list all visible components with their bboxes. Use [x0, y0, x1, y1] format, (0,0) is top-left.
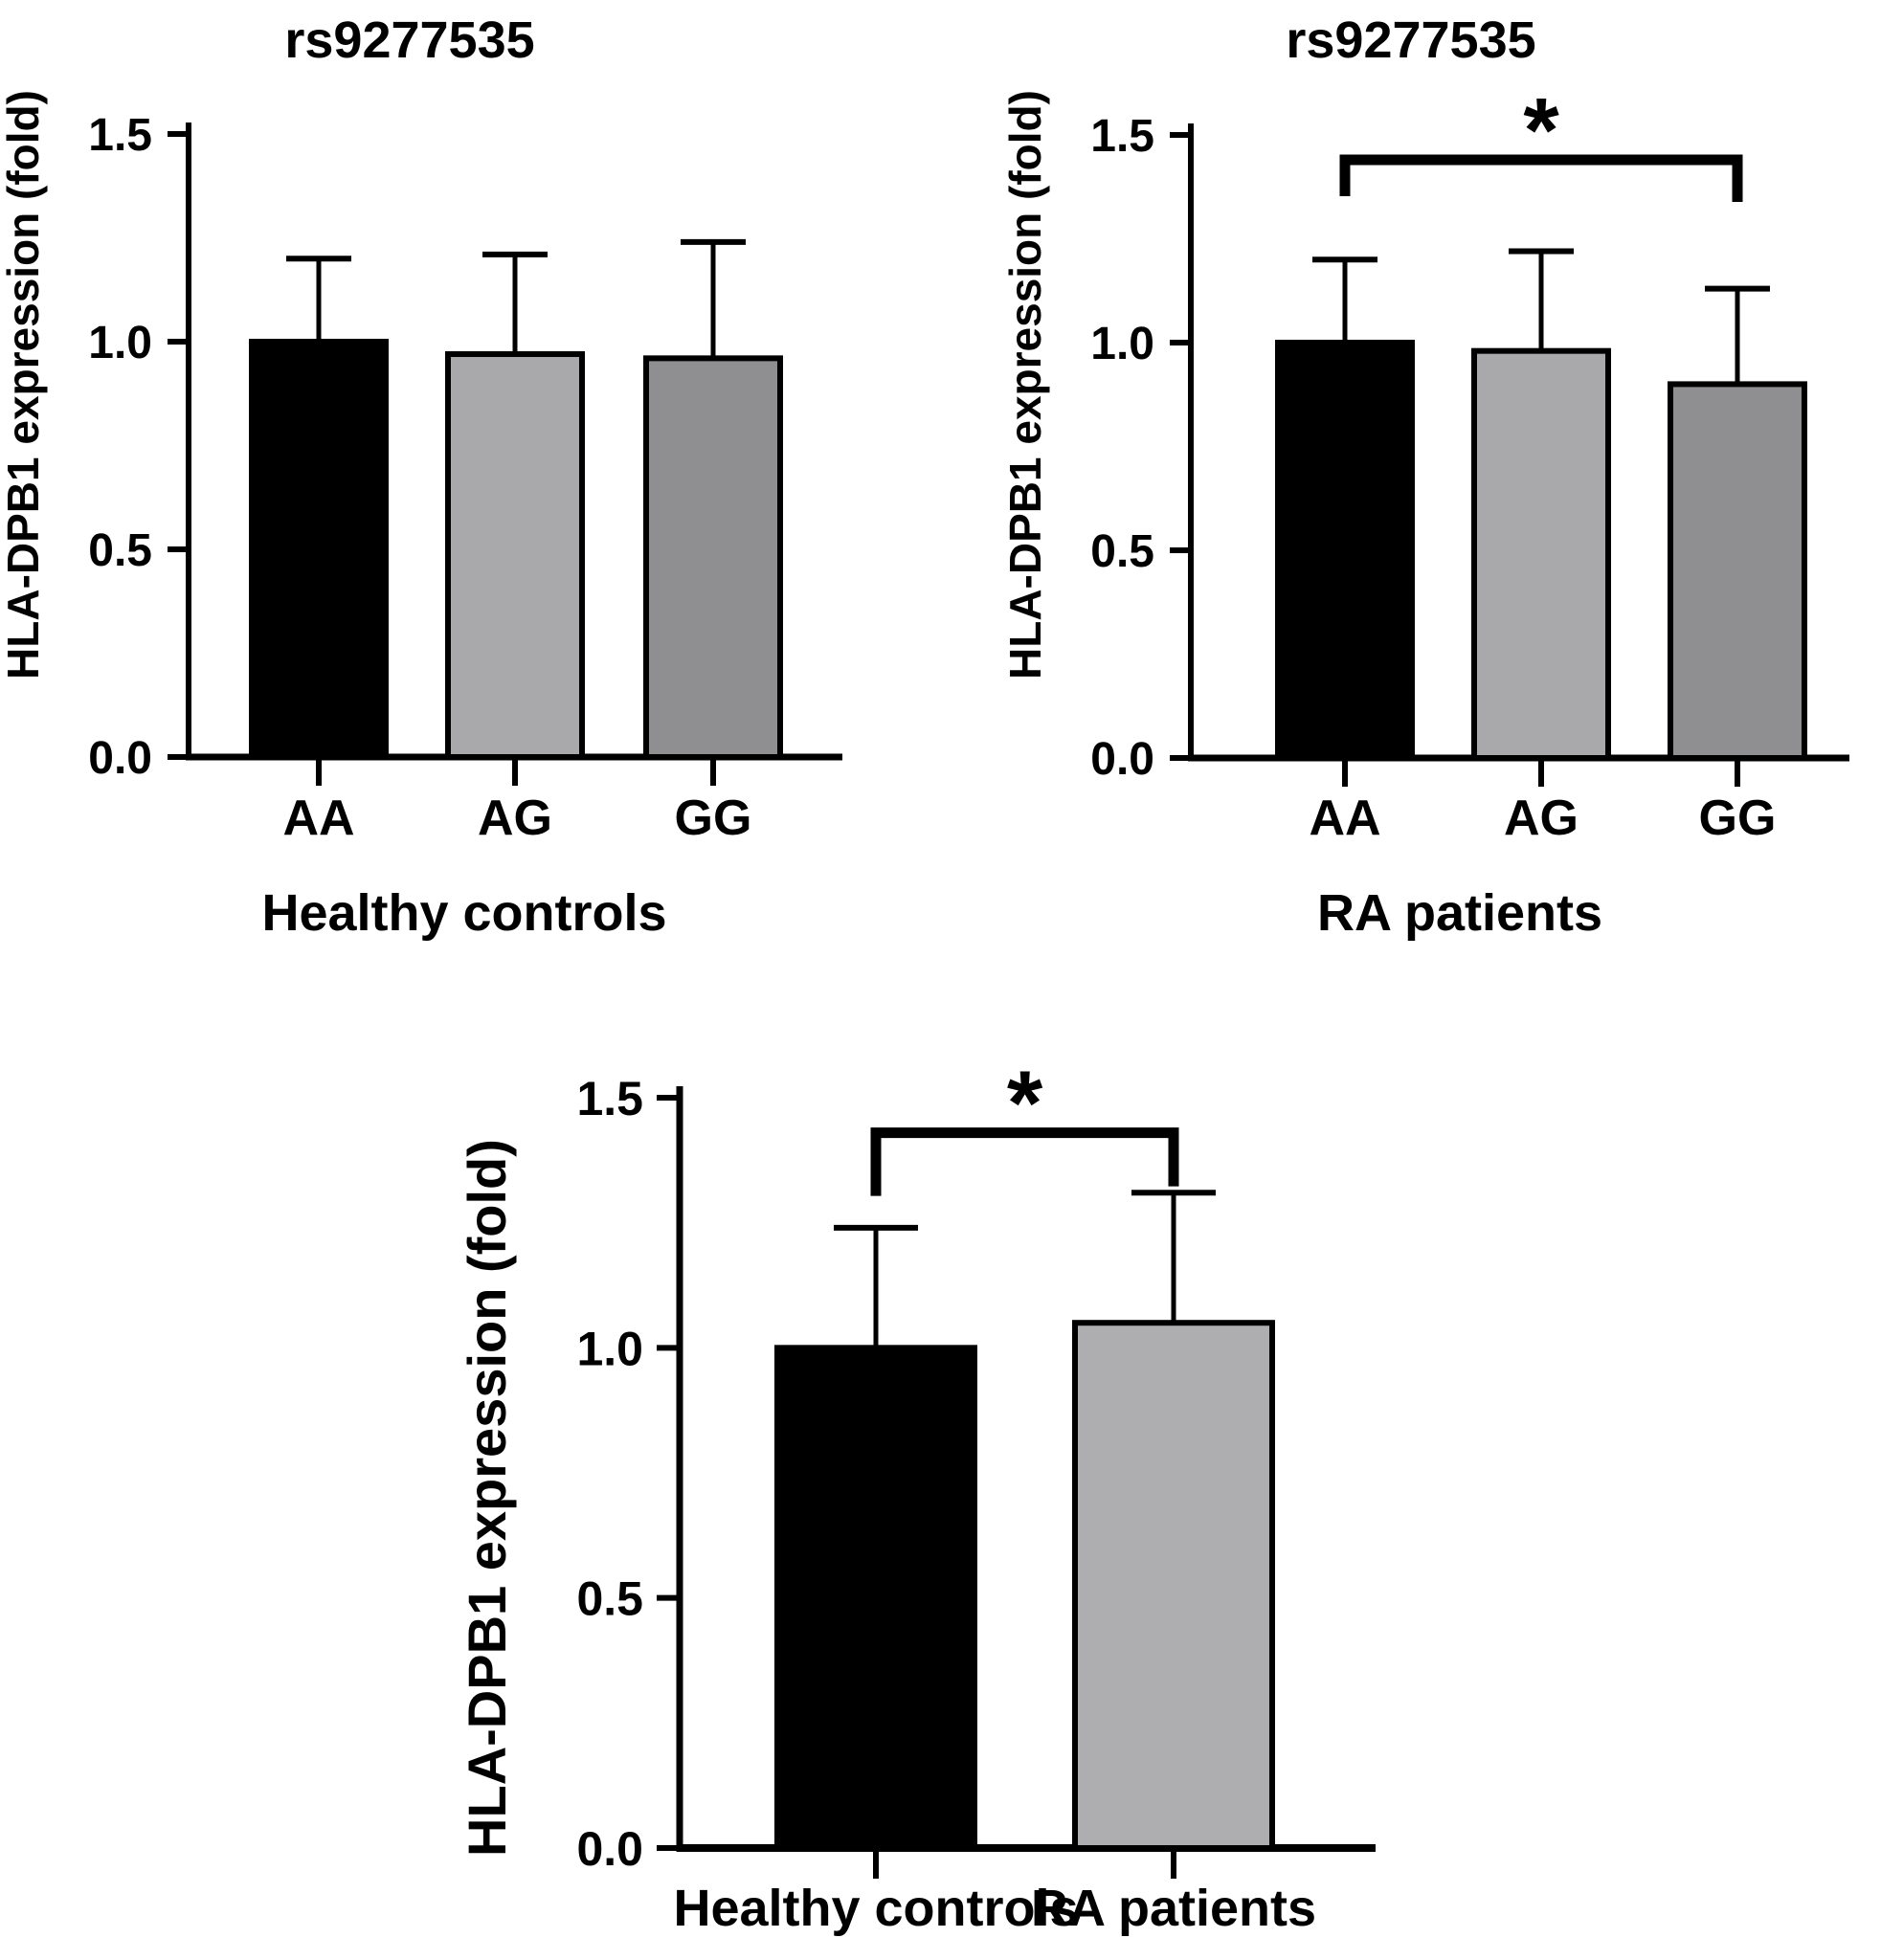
chart-healthy-controls: 0.0 0.5 1.0 1.5 AA AG GG rs9277535 HLA-DPB1 expr… — [0, 11, 842, 942]
y-tick-label: 0.0 — [88, 733, 152, 784]
bar-gg — [1668, 381, 1807, 761]
y-tick-label: 1.0 — [88, 318, 152, 368]
category-label: AA — [282, 791, 354, 846]
category-label: AG — [478, 791, 552, 846]
bar-ag — [445, 351, 585, 760]
bar-ra-patients — [1072, 1320, 1275, 1851]
y-tick-label: 1.0 — [576, 1322, 643, 1375]
significance-star: * — [1523, 79, 1559, 182]
y-tick-label: 0.5 — [88, 525, 152, 576]
y-tick-label: 0.5 — [1090, 526, 1154, 577]
significance-star: * — [1007, 1053, 1043, 1155]
y-axis-label: HLA-DPB1 expression (fold) — [1000, 90, 1050, 679]
category-label: GG — [675, 791, 752, 846]
y-tick-label: 0.0 — [576, 1822, 643, 1876]
significance-bracket — [870, 1127, 1179, 1196]
category-label: AG — [1504, 791, 1579, 846]
y-tick-label: 1.5 — [1090, 111, 1154, 162]
y-tick-label: 0.0 — [1090, 734, 1154, 785]
category-label: Healthy controls — [673, 1880, 1078, 1937]
chart-title: rs9277535 — [1286, 11, 1535, 69]
y-tick-label: 0.5 — [576, 1572, 643, 1626]
bar-aa — [249, 339, 389, 760]
y-tick-label: 1.5 — [88, 110, 152, 161]
bar-healthy-controls — [774, 1345, 977, 1852]
y-tick-label: 1.0 — [1090, 319, 1154, 369]
chart-title: rs9277535 — [284, 11, 534, 69]
chart-ra-patients: 0.0 0.5 1.0 1.5 AA AG GG rs9277535 HLA-DPB1 expr… — [1000, 11, 1849, 942]
x-axis-label: Healthy controls — [261, 884, 666, 942]
category-label: RA patients — [1031, 1880, 1316, 1937]
category-label: GG — [1699, 791, 1777, 846]
y-axis-label: HLA-DPB1 expression (fold) — [0, 90, 48, 679]
bar-gg — [643, 355, 783, 760]
bar-aa — [1275, 340, 1415, 761]
significance-bracket — [1339, 154, 1743, 203]
y-axis-label: HLA-DPB1 expression (fold) — [457, 1139, 517, 1857]
category-label: AA — [1309, 791, 1380, 846]
y-tick-label: 1.5 — [576, 1072, 643, 1125]
bar-ag — [1471, 347, 1611, 761]
x-axis-label: RA patients — [1317, 884, 1602, 942]
